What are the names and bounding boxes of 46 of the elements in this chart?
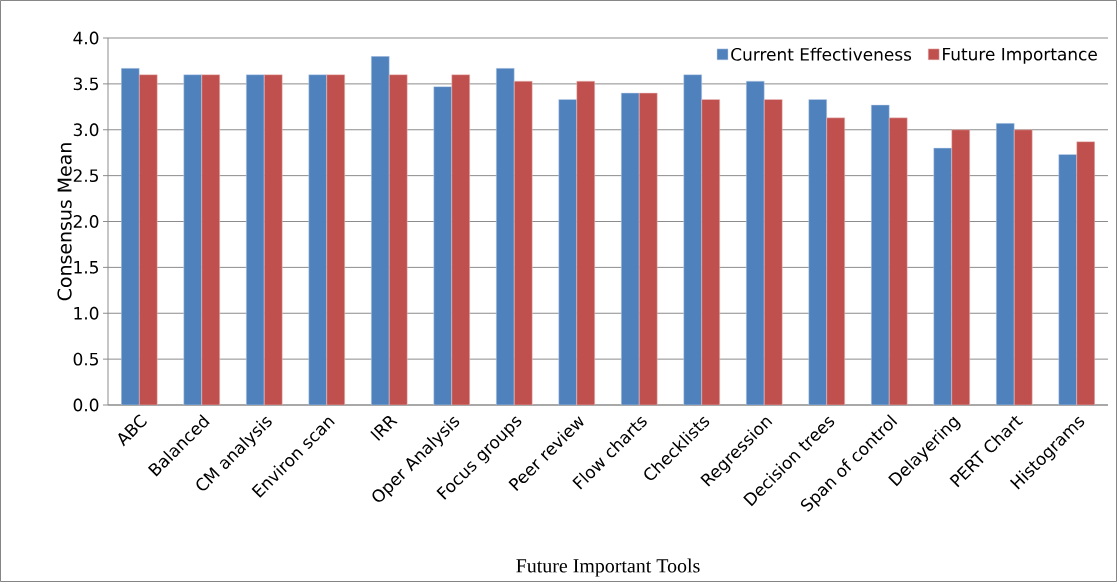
y-tick-label: 4.0 (73, 31, 99, 45)
y-tick-label: 1.0 (74, 306, 99, 320)
y-tick-label: 0.5 (73, 352, 98, 366)
bar (514, 80, 533, 405)
bar (1058, 154, 1077, 405)
bar (808, 99, 827, 405)
bar (621, 92, 640, 405)
bar (139, 74, 158, 405)
bar (1014, 129, 1033, 405)
x-tick-label: IRR (370, 415, 398, 441)
bar (871, 104, 890, 405)
bar (683, 74, 702, 405)
bar (201, 74, 220, 405)
y-tick-label: 2.5 (73, 169, 98, 183)
bar (746, 80, 765, 405)
bar (639, 92, 658, 405)
y-axis-title: Consensus Mean (57, 143, 72, 301)
y-tick-label: 3.0 (73, 123, 99, 137)
bar (371, 56, 390, 405)
y-tick-label: 3.5 (73, 77, 98, 91)
bar (558, 99, 577, 405)
bar (889, 117, 908, 405)
y-tick-label: 2.0 (73, 215, 99, 228)
bar (701, 99, 720, 405)
legend-label: Current Effectiveness (731, 47, 912, 61)
y-tick-label: 1.5 (74, 261, 98, 274)
bar (933, 147, 952, 405)
bar (576, 80, 595, 405)
bar (246, 74, 265, 405)
bar (389, 74, 408, 405)
bar (264, 74, 283, 405)
bar (308, 74, 327, 405)
bar (326, 74, 345, 405)
bar (183, 74, 202, 405)
bar (433, 86, 452, 405)
bar (496, 68, 515, 405)
x-axis-title: Future Important Tools (516, 558, 700, 577)
bar (451, 74, 470, 405)
bar (1076, 141, 1095, 405)
bar (951, 129, 970, 405)
y-tick-label: 0.0 (73, 398, 99, 412)
bar (764, 99, 783, 405)
bar (996, 123, 1015, 405)
bar (121, 68, 140, 405)
bar (826, 117, 845, 405)
legend-label: Future Importance (943, 47, 1097, 64)
